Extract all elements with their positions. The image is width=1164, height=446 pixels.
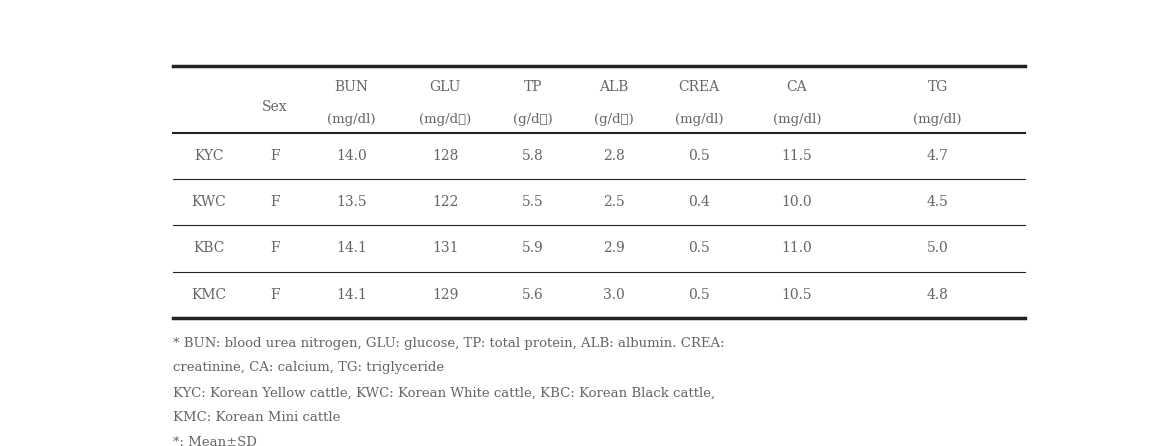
- Text: BUN: BUN: [334, 80, 369, 94]
- Text: KYC: KYC: [194, 149, 223, 163]
- Text: 0.4: 0.4: [688, 195, 710, 209]
- Text: 13.5: 13.5: [336, 195, 367, 209]
- Text: Sex: Sex: [262, 100, 288, 114]
- Text: KMC: Korean Mini cattle: KMC: Korean Mini cattle: [172, 411, 340, 424]
- Text: 5.6: 5.6: [521, 288, 544, 302]
- Text: ALB: ALB: [599, 80, 629, 94]
- Text: 11.5: 11.5: [782, 149, 812, 163]
- Text: KYC: Korean Yellow cattle, KWC: Korean White cattle, KBC: Korean Black cattle,: KYC: Korean Yellow cattle, KWC: Korean W…: [172, 387, 715, 400]
- Text: (g/dℓ): (g/dℓ): [513, 112, 553, 126]
- Text: KWC: KWC: [191, 195, 226, 209]
- Text: (mg/dℓ): (mg/dℓ): [419, 112, 471, 126]
- Text: TG: TG: [928, 80, 947, 94]
- Text: F: F: [270, 241, 279, 256]
- Text: 14.1: 14.1: [336, 241, 367, 256]
- Text: 14.0: 14.0: [336, 149, 367, 163]
- Text: 3.0: 3.0: [603, 288, 625, 302]
- Text: (mg/dl): (mg/dl): [773, 112, 822, 126]
- Text: TP: TP: [524, 80, 542, 94]
- Text: (mg/dl): (mg/dl): [914, 112, 961, 126]
- Text: (g/dℓ): (g/dℓ): [594, 112, 633, 126]
- Text: 4.5: 4.5: [927, 195, 949, 209]
- Text: 5.5: 5.5: [521, 195, 544, 209]
- Text: 14.1: 14.1: [336, 288, 367, 302]
- Text: 128: 128: [432, 149, 459, 163]
- Text: 0.5: 0.5: [688, 149, 710, 163]
- Text: KBC: KBC: [193, 241, 225, 256]
- Text: 0.5: 0.5: [688, 241, 710, 256]
- Text: 0.5: 0.5: [688, 288, 710, 302]
- Text: F: F: [270, 195, 279, 209]
- Text: * BUN: blood urea nitrogen, GLU: glucose, TP: total protein, ALB: albumin. CREA:: * BUN: blood urea nitrogen, GLU: glucose…: [172, 337, 724, 350]
- Text: 122: 122: [432, 195, 459, 209]
- Text: CREA: CREA: [679, 80, 719, 94]
- Text: 5.8: 5.8: [521, 149, 544, 163]
- Text: 4.8: 4.8: [927, 288, 949, 302]
- Text: 10.0: 10.0: [782, 195, 812, 209]
- Text: *: Mean±SD: *: Mean±SD: [172, 437, 256, 446]
- Text: 4.7: 4.7: [927, 149, 949, 163]
- Text: 5.9: 5.9: [521, 241, 544, 256]
- Text: CA: CA: [787, 80, 808, 94]
- Text: 129: 129: [432, 288, 459, 302]
- Text: 2.9: 2.9: [603, 241, 625, 256]
- Text: 131: 131: [432, 241, 459, 256]
- Text: 10.5: 10.5: [782, 288, 812, 302]
- Text: 5.0: 5.0: [927, 241, 949, 256]
- Text: (mg/dl): (mg/dl): [675, 112, 723, 126]
- Text: F: F: [270, 149, 279, 163]
- Text: 11.0: 11.0: [782, 241, 812, 256]
- Text: F: F: [270, 288, 279, 302]
- Text: 2.8: 2.8: [603, 149, 625, 163]
- Text: (mg/dl): (mg/dl): [327, 112, 376, 126]
- Text: 2.5: 2.5: [603, 195, 625, 209]
- Text: KMC: KMC: [191, 288, 226, 302]
- Text: creatinine, CA: calcium, TG: triglyceride: creatinine, CA: calcium, TG: triglycerid…: [172, 361, 443, 374]
- Text: GLU: GLU: [430, 80, 461, 94]
